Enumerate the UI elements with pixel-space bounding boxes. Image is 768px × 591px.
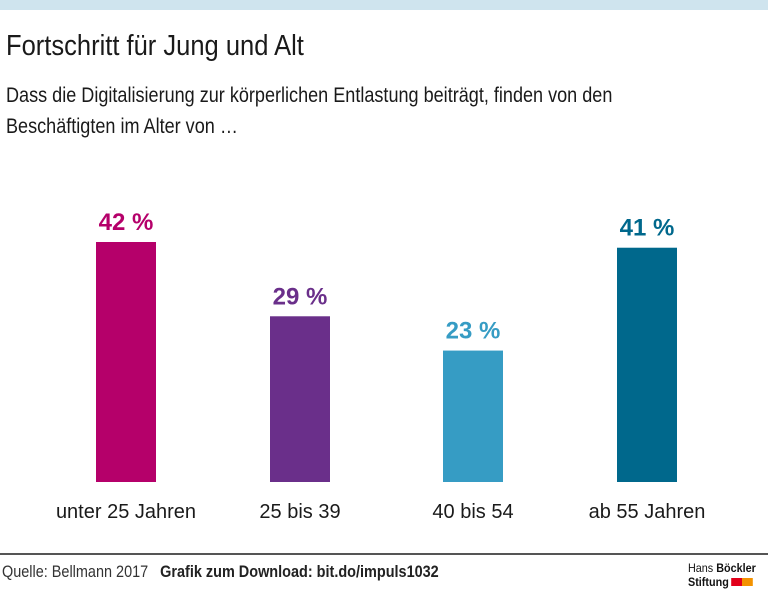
data-label-2: 23 % [446, 318, 501, 345]
download-link[interactable]: Grafik zum Download: bit.do/impuls1032 [160, 562, 439, 581]
category-label-2: 40 bis 54 [432, 501, 513, 523]
footer-source: Quelle: Bellmann 2017 Grafik zum Download… [2, 562, 439, 582]
data-label-1: 29 % [273, 283, 328, 310]
bar-1 [270, 316, 330, 482]
hans-boeckler-logo: Hans Böckler Stiftung [688, 561, 756, 589]
top-band [0, 0, 768, 10]
footer-divider [0, 553, 768, 555]
chart-title: Fortschritt für Jung und Alt [6, 30, 304, 62]
bar-0 [96, 242, 156, 482]
chart-subtitle: Dass die Digitalisierung zur körperliche… [6, 84, 613, 138]
data-label-3: 41 % [620, 215, 675, 242]
bar-chart: 42 % unter 25 Jahren 29 % 25 bis 39 23 % 40 b… [56, 209, 706, 523]
category-label-0: unter 25 Jahren [56, 501, 196, 523]
source-text: Quelle: Bellmann 2017 [2, 562, 149, 581]
bar-3 [617, 247, 677, 482]
category-label-3: ab 55 Jahren [589, 501, 706, 523]
bar-2 [443, 350, 503, 482]
category-label-1: 25 bis 39 [259, 501, 340, 523]
data-label-0: 42 % [99, 209, 154, 236]
